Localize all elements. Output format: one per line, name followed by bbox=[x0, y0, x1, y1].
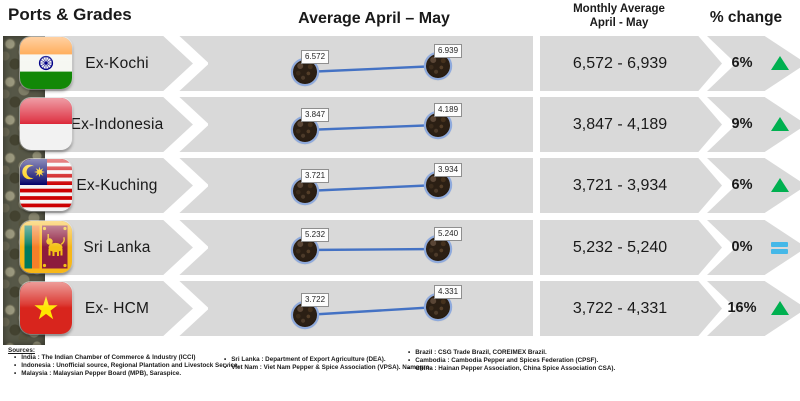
source-item: Viet Nam : Viet Nam Pepper & Spice Assoc… bbox=[224, 364, 431, 372]
data-label-may: 5.240 bbox=[434, 227, 463, 241]
chevron-right-icon bbox=[163, 97, 208, 152]
data-point-april bbox=[293, 60, 317, 84]
source-item: Indonesia : Unofficial source, Regional … bbox=[14, 362, 239, 370]
pct-change-value: 6% bbox=[731, 177, 753, 193]
data-label-may: 4.331 bbox=[434, 285, 463, 299]
column-header-pct-change: % change bbox=[709, 9, 783, 26]
trend-up-icon bbox=[771, 117, 789, 131]
pct-change-value: 0% bbox=[731, 239, 753, 255]
data-label-april: 6.572 bbox=[301, 50, 330, 64]
pct-change-value: 6% bbox=[731, 55, 753, 71]
sparkline bbox=[304, 64, 439, 74]
data-point-april bbox=[293, 238, 317, 262]
pct-change-value: 16% bbox=[727, 300, 757, 316]
row-ex-hcm: Ex- HCM 3.722 4.331 3,722 - 4,331 16% bbox=[0, 281, 800, 336]
monthly-average-band bbox=[540, 220, 722, 275]
malaysia-flag-icon bbox=[20, 159, 72, 211]
trend-flat-icon bbox=[771, 242, 788, 247]
data-label-may: 3.934 bbox=[434, 163, 463, 177]
port-label: Ex-Kochi bbox=[85, 55, 149, 72]
trend-up-icon bbox=[771, 301, 789, 315]
source-item: India : The Indian Chamber of Commerce &… bbox=[14, 354, 239, 362]
port-label: Ex-Indonesia bbox=[70, 116, 164, 133]
sparkline bbox=[304, 247, 439, 252]
source-item: China : Hainan Pepper Association, China… bbox=[408, 365, 615, 373]
source-item: Cambodia : Cambodia Pepper and Spices Fe… bbox=[408, 357, 615, 365]
data-label-april: 3.722 bbox=[301, 293, 330, 307]
source-item: Sri Lanka : Department of Export Agricul… bbox=[224, 356, 431, 364]
sources-column-2: Sri Lanka : Department of Export Agricul… bbox=[224, 356, 431, 372]
row-sri-lanka: Sri Lanka 5.232 5.240 5,232 - 5,240 0% bbox=[0, 220, 800, 275]
data-point-may bbox=[426, 237, 450, 261]
monthly-average-value: 6,572 - 6,939 bbox=[572, 55, 668, 72]
trend-up-icon bbox=[771, 56, 789, 70]
data-point-april bbox=[293, 303, 317, 327]
sources-heading: Sources: bbox=[8, 347, 35, 354]
chevron-right-icon bbox=[163, 281, 208, 336]
monthly-average-value: 3,847 - 4,189 bbox=[572, 116, 668, 133]
chevron-right-icon bbox=[163, 158, 208, 213]
data-label-april: 3.721 bbox=[301, 169, 330, 183]
row-ex-kuching: Ex-Kuching 3.721 3.934 3,721 - 3,934 6% bbox=[0, 158, 800, 213]
pct-change-value: 9% bbox=[731, 116, 753, 132]
row-ex-kochi: Ex-Kochi 6.572 6.939 6,572 - 6,939 6% bbox=[0, 36, 800, 91]
source-item: Brazil : CSG Trade Brazil, COREIMEX Braz… bbox=[408, 349, 615, 357]
source-item: Malaysia : Malaysian Pepper Board (MPB),… bbox=[14, 370, 239, 378]
monthly-average-line1: Monthly Average bbox=[573, 3, 665, 15]
monthly-average-band bbox=[540, 158, 722, 213]
row-ex-indonesia: Ex-Indonesia 3.847 4.189 3,847 - 4,189 9… bbox=[0, 97, 800, 152]
monthly-average-value: 3,722 - 4,331 bbox=[572, 300, 668, 317]
sparkline bbox=[304, 183, 439, 193]
data-point-may bbox=[426, 295, 450, 319]
monthly-average-value: 5,232 - 5,240 bbox=[572, 239, 668, 256]
column-header-ports: Ports & Grades bbox=[8, 5, 132, 24]
sparkline bbox=[304, 123, 439, 132]
port-label: Ex-Kuching bbox=[76, 177, 158, 194]
column-header-average: Average April – May bbox=[298, 10, 450, 27]
monthly-average-value: 3,721 - 3,934 bbox=[572, 177, 668, 194]
data-point-may bbox=[426, 173, 450, 197]
port-label: Ex- HCM bbox=[84, 300, 150, 317]
sources-column-1: India : The Indian Chamber of Commerce &… bbox=[14, 354, 239, 379]
data-point-april bbox=[293, 118, 317, 142]
sri-lanka-flag-icon bbox=[20, 221, 72, 273]
sparkline bbox=[304, 305, 439, 317]
indonesia-flag-icon bbox=[20, 98, 72, 150]
chevron-right-icon bbox=[163, 220, 208, 275]
chevron-right-icon bbox=[163, 36, 208, 91]
monthly-average-band bbox=[540, 36, 722, 91]
monthly-average-line2: April - May bbox=[589, 16, 649, 29]
port-label: Sri Lanka bbox=[83, 239, 151, 256]
vietnam-flag-icon bbox=[20, 282, 72, 334]
data-point-may bbox=[426, 113, 450, 137]
monthly-average-band bbox=[540, 281, 722, 336]
sources-column-3: Brazil : CSG Trade Brazil, COREIMEX Braz… bbox=[408, 349, 615, 374]
data-label-may: 6.939 bbox=[434, 44, 463, 58]
monthly-average-band bbox=[540, 97, 722, 152]
data-point-may bbox=[426, 54, 450, 78]
data-label-may: 4.189 bbox=[434, 103, 463, 117]
data-label-april: 3.847 bbox=[301, 108, 330, 122]
india-flag-icon bbox=[20, 37, 72, 89]
data-label-april: 5.232 bbox=[301, 228, 330, 242]
data-point-april bbox=[293, 179, 317, 203]
trend-up-icon bbox=[771, 178, 789, 192]
column-header-monthly-average: Monthly Average April - May bbox=[538, 3, 700, 30]
